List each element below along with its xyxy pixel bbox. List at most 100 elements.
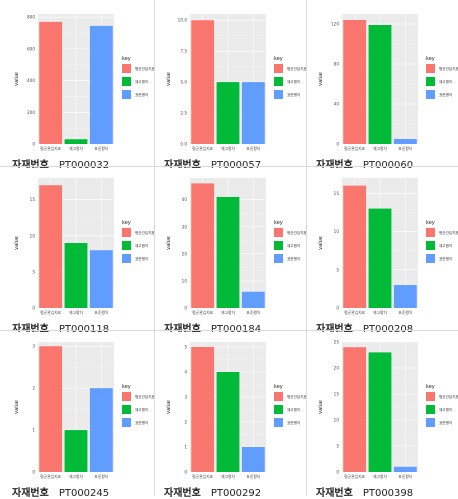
chart-panel: 0 5 10 15 20 25 평균관입지표 재고평차 표준평차 value key 평균관입지표 재고… — [310, 332, 458, 499]
x-tick-label: 표준평차 — [398, 310, 412, 315]
chart-panel: 0.0 2.5 5.0 7.5 10.0 평균관입지표 재고평차 표준평차 value key 평균… — [158, 4, 306, 171]
bar — [89, 25, 113, 144]
y-tick-label: 5.0 — [180, 80, 187, 85]
x-tick-label: 표준평차 — [398, 146, 412, 151]
bar — [39, 185, 63, 308]
x-tick-label: 평균관입지표 — [344, 146, 365, 151]
y-tick-label: 7.5 — [180, 49, 187, 54]
y-tick-label: 0.0 — [180, 142, 187, 147]
legend-label: 평균관입지표 — [287, 66, 306, 71]
x-tick-label: 재고평차 — [373, 146, 387, 151]
legend-label: 재고평차 — [287, 79, 301, 84]
x-tick-label: 평균관입지표 — [344, 310, 365, 315]
legend-label: 재고평차 — [135, 243, 149, 248]
legend-label: 표준평차 — [439, 420, 453, 425]
y-axis-title: value — [166, 400, 172, 414]
legend-key — [122, 64, 131, 73]
y-tick-label: 0 — [32, 142, 35, 147]
legend-key — [426, 77, 435, 86]
part-number: PT000208 — [363, 324, 413, 335]
legend-key — [122, 241, 131, 250]
y-tick-label: 15 — [30, 197, 36, 202]
bar — [368, 352, 392, 472]
grid-divider — [0, 166, 458, 167]
chart-panel: 0 10 20 30 40 평균관입지표 재고평차 표준평차 value key 평균관입지표 재고평… — [158, 168, 306, 335]
y-tick-label: 0 — [336, 142, 339, 147]
x-tick-label: 표준평차 — [94, 146, 108, 151]
bar — [89, 388, 113, 472]
legend-key — [426, 90, 435, 99]
y-tick-label: 10 — [182, 278, 188, 283]
legend-key — [426, 418, 435, 427]
chart-panel: 0 40 80 120 평균관입지표 재고평차 표준평차 value key 평균관입지표 재고평차… — [310, 4, 458, 171]
y-tick-label: 400 — [27, 78, 35, 83]
x-tick-label: 평균관입지표 — [344, 474, 365, 479]
legend-title: key — [274, 220, 283, 226]
x-tick-label: 표준평차 — [246, 310, 260, 315]
legend-label: 표준평차 — [439, 256, 453, 261]
bar — [64, 243, 88, 308]
chart-panel: 0 200 400 600 800 평균관입지표 재고평차 표준평차 value key 평균관입지… — [6, 4, 154, 171]
legend-title: key — [274, 384, 283, 390]
y-tick-label: 600 — [27, 46, 35, 51]
bar — [39, 346, 63, 472]
legend-label: 표준평차 — [439, 92, 453, 97]
chart-panel: 0 5 10 15 평균관입지표 재고평차 표준평차 value key 평균관입지표 재고평차 표준… — [310, 168, 458, 335]
x-tick-label: 재고평차 — [221, 310, 235, 315]
y-tick-label: 3 — [184, 395, 187, 400]
x-tick-label: 재고평차 — [373, 474, 387, 479]
legend-key — [426, 392, 435, 401]
legend-label: 평균관입지표 — [439, 394, 458, 399]
y-tick-label: 2 — [32, 386, 35, 391]
grid-divider — [154, 0, 155, 496]
y-tick-label: 0 — [184, 306, 187, 311]
legend-key — [122, 392, 131, 401]
part-number: PT000060 — [363, 160, 413, 171]
y-tick-label: 5 — [32, 269, 35, 274]
y-axis-title: value — [166, 72, 172, 86]
part-number-caption: 자재번호 PT000032 — [12, 156, 109, 171]
legend-label: 표준평차 — [135, 420, 149, 425]
part-number-caption: 자재번호 PT000118 — [12, 320, 109, 335]
bar — [393, 466, 417, 472]
y-tick-label: 15 — [334, 392, 340, 397]
x-tick-label: 평균관입지표 — [192, 474, 213, 479]
x-tick-label: 재고평차 — [221, 146, 235, 151]
x-tick-label: 재고평차 — [69, 310, 83, 315]
x-tick-label: 평균관입지표 — [40, 474, 61, 479]
part-number: PT000118 — [59, 324, 109, 335]
bar — [343, 347, 367, 472]
part-number-caption: 자재번호 PT000398 — [316, 484, 413, 499]
y-axis-title: value — [166, 236, 172, 250]
part-number: PT000032 — [59, 160, 109, 171]
legend-key — [122, 90, 131, 99]
y-axis-title: value — [318, 400, 324, 414]
y-tick-label: 5 — [184, 345, 187, 350]
legend-label: 재고평차 — [287, 407, 301, 412]
legend-key — [122, 228, 131, 237]
bar — [191, 183, 215, 308]
bar — [39, 21, 63, 145]
legend-label: 재고평차 — [439, 79, 453, 84]
x-tick-label: 평균관입지표 — [192, 146, 213, 151]
y-tick-label: 30 — [182, 224, 188, 229]
legend-key — [274, 254, 283, 263]
y-tick-label: 10.0 — [178, 18, 188, 23]
chart-panel: 0 5 10 15 평균관입지표 재고평차 표준평차 value key 평균관입지표 재고평차 표준… — [6, 168, 154, 335]
caption-label: 자재번호 — [164, 160, 201, 171]
legend-label: 재고평차 — [135, 407, 149, 412]
legend-key — [274, 405, 283, 414]
grid-divider — [306, 0, 307, 496]
caption-label: 자재번호 — [316, 324, 353, 335]
y-tick-label: 200 — [27, 110, 35, 115]
legend-title: key — [426, 220, 435, 226]
part-number: PT000184 — [211, 324, 261, 335]
legend-label: 표준평차 — [287, 420, 301, 425]
legend-key — [122, 418, 131, 427]
